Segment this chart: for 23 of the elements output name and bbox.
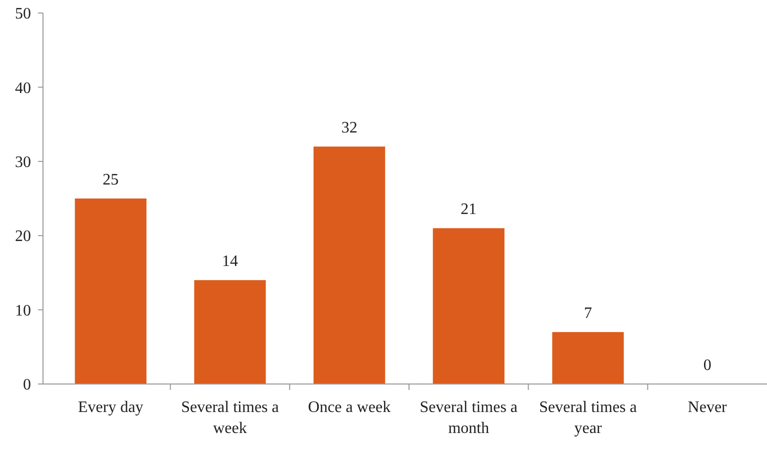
x-tick-label: Several times a year xyxy=(539,399,637,437)
y-tick-label: 50 xyxy=(15,6,31,23)
x-tick-label: Several times a week xyxy=(181,399,279,437)
y-tick-label: 40 xyxy=(15,80,31,97)
bar xyxy=(194,280,266,384)
y-tick-label: 10 xyxy=(15,302,31,320)
data-label: 25 xyxy=(102,172,119,188)
data-label: 21 xyxy=(460,201,477,218)
data-label: 14 xyxy=(222,253,238,270)
y-tick-label: 0 xyxy=(23,376,31,394)
bar xyxy=(74,198,146,384)
x-tick-label: Every day xyxy=(78,399,144,416)
bar xyxy=(314,146,386,384)
x-tick-label: Several times a month xyxy=(420,399,518,437)
bar xyxy=(432,228,504,384)
bar xyxy=(552,332,624,384)
x-tick-label: Never xyxy=(688,399,728,416)
y-tick-label: 30 xyxy=(15,154,31,171)
y-tick-label: 20 xyxy=(15,228,31,246)
data-label: 0 xyxy=(703,357,712,374)
data-label: 32 xyxy=(341,120,358,137)
x-tick-label: Once a week xyxy=(308,399,391,416)
data-label: 7 xyxy=(584,305,592,322)
